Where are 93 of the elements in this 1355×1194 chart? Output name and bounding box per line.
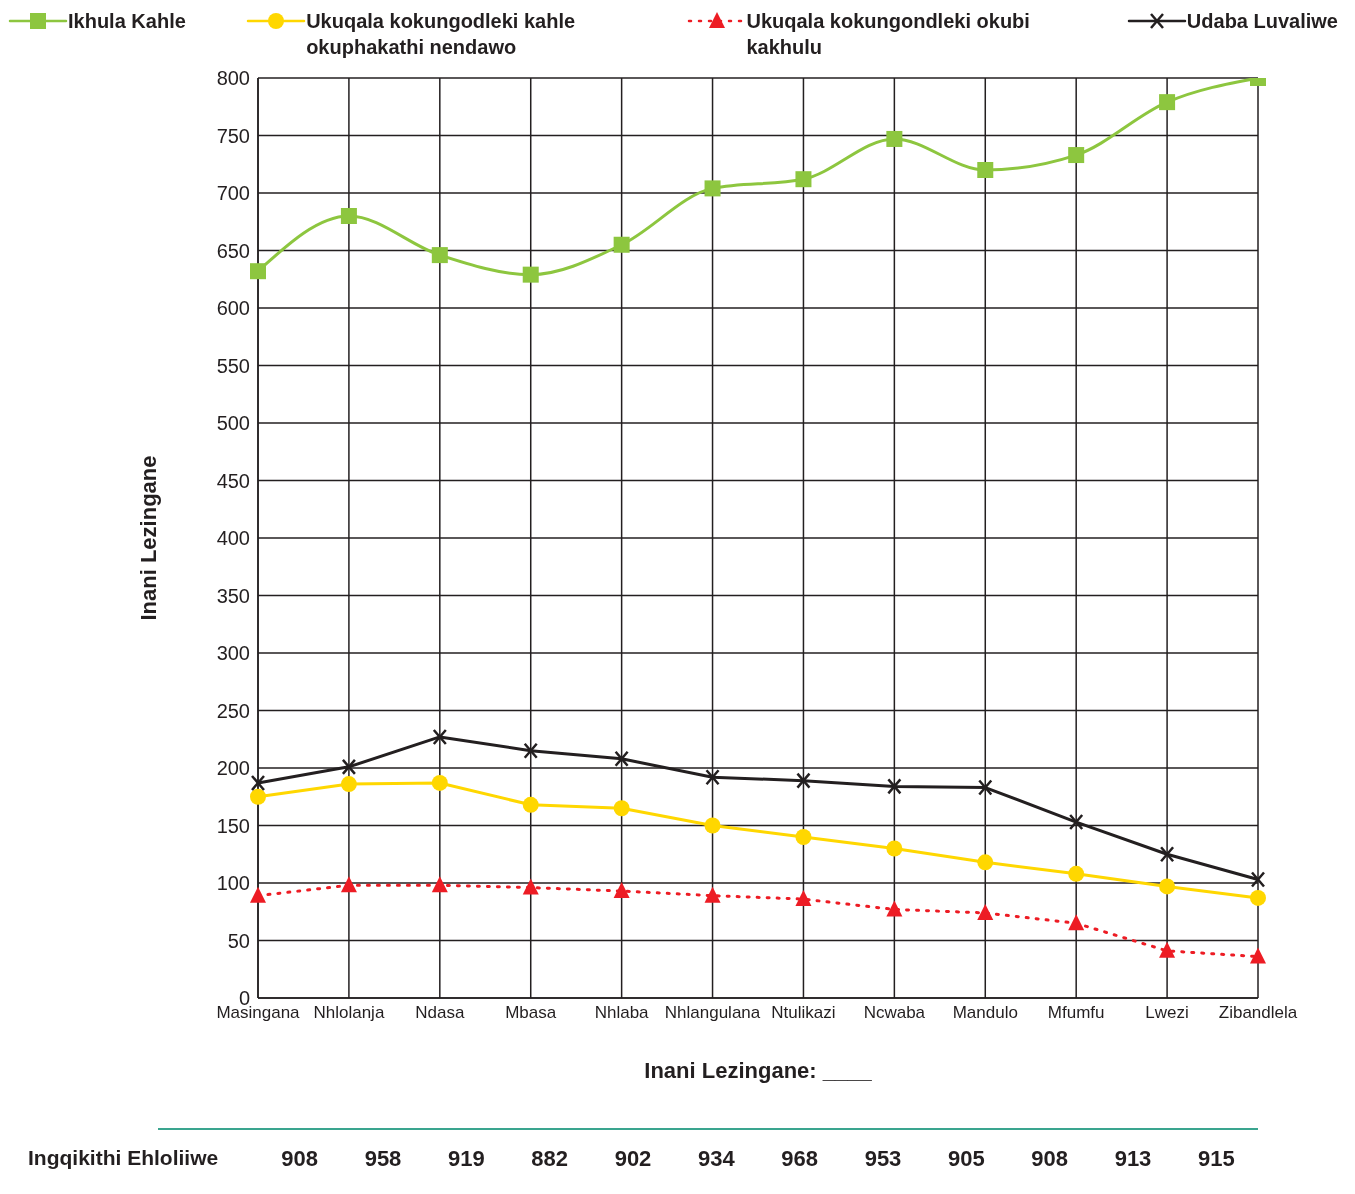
legend-label: Udaba Luvaliwe bbox=[1186, 9, 1338, 34]
point bbox=[886, 900, 903, 917]
point bbox=[431, 876, 448, 893]
x-tick-label: Ncwaba bbox=[863, 1003, 926, 1023]
point bbox=[340, 208, 357, 224]
point bbox=[795, 890, 812, 907]
point bbox=[431, 774, 448, 791]
point bbox=[250, 774, 266, 792]
x-tick-label: Mbasa bbox=[505, 1003, 557, 1023]
y-tick-label: 650 bbox=[216, 239, 250, 262]
point bbox=[1250, 947, 1266, 964]
text: Ingqikithi Ehloliiwe bbox=[28, 1146, 219, 1170]
point bbox=[1159, 846, 1175, 863]
point bbox=[614, 750, 629, 768]
point bbox=[613, 236, 630, 253]
point bbox=[340, 776, 357, 793]
point bbox=[1159, 94, 1176, 111]
text: 919 bbox=[446, 1146, 486, 1172]
y-tick-label: 800 bbox=[216, 67, 250, 90]
point bbox=[431, 247, 448, 264]
point bbox=[523, 742, 538, 759]
text: 915 bbox=[1196, 1146, 1236, 1172]
point bbox=[1159, 941, 1176, 958]
point bbox=[795, 171, 812, 188]
point bbox=[432, 728, 448, 746]
y-tick-label: 750 bbox=[216, 124, 250, 147]
point bbox=[887, 778, 902, 795]
y-tick-label: 150 bbox=[216, 814, 250, 837]
point bbox=[978, 779, 993, 796]
point bbox=[522, 796, 539, 813]
point bbox=[522, 266, 539, 283]
y-tick-label: 500 bbox=[216, 412, 250, 435]
x-tick-label: Ntulikazi bbox=[771, 1003, 836, 1023]
point bbox=[250, 263, 266, 280]
point bbox=[704, 817, 721, 834]
point bbox=[886, 840, 903, 857]
y-tick-label: 50 bbox=[227, 929, 250, 952]
x-tick-label: Nhlolanja bbox=[313, 1003, 385, 1023]
legend-label: Ukuqala kokungondleki okubi kakhulu bbox=[746, 9, 1031, 60]
x-tick-label: Ndasa bbox=[415, 1003, 465, 1023]
x-tick-label: Nhlaba bbox=[594, 1003, 650, 1023]
point bbox=[341, 758, 357, 776]
x-tick-label: Zibandlela bbox=[1218, 1003, 1298, 1023]
point bbox=[1068, 914, 1085, 931]
y-tick-label: 200 bbox=[216, 757, 250, 780]
point bbox=[886, 130, 903, 147]
text: 908 bbox=[1030, 1146, 1069, 1172]
point bbox=[977, 162, 994, 178]
point bbox=[1159, 878, 1176, 895]
text: 902 bbox=[613, 1146, 653, 1172]
point bbox=[704, 180, 721, 197]
y-tick-label: 450 bbox=[216, 469, 250, 492]
text: 913 bbox=[1113, 1146, 1153, 1172]
point bbox=[613, 882, 630, 899]
point bbox=[795, 829, 812, 845]
x-tick-label: Nhlangulana bbox=[664, 1003, 761, 1023]
text: 908 bbox=[280, 1146, 319, 1172]
point bbox=[1068, 865, 1085, 882]
y-tick-label: 600 bbox=[216, 297, 250, 320]
y-axis-title: Inani Lezingane bbox=[135, 455, 161, 621]
point bbox=[250, 886, 266, 903]
x-axis-title: Inani Lezingane: ____ bbox=[644, 1058, 873, 1083]
y-tick-label: 300 bbox=[216, 642, 250, 665]
legend-label: Ukuqala kokungodleki kahle okuphakathi nendawo bbox=[306, 9, 577, 60]
text: 958 bbox=[363, 1146, 403, 1172]
point bbox=[1250, 871, 1266, 888]
point bbox=[1250, 889, 1266, 906]
y-tick-label: 550 bbox=[216, 354, 250, 377]
point bbox=[705, 768, 720, 786]
text: 934 bbox=[696, 1146, 736, 1172]
point bbox=[613, 800, 630, 817]
x-tick-label: Mfumfu bbox=[1047, 1003, 1105, 1023]
legend-label: Ikhula Kahle bbox=[68, 9, 186, 34]
y-tick-label: 400 bbox=[216, 527, 250, 550]
point bbox=[1068, 147, 1085, 164]
y-tick-label: 350 bbox=[216, 584, 250, 607]
point bbox=[340, 876, 357, 893]
point bbox=[522, 878, 539, 895]
point bbox=[1068, 813, 1084, 831]
text: 882 bbox=[530, 1146, 569, 1172]
text: 905 bbox=[946, 1146, 986, 1172]
y-tick-label: 250 bbox=[216, 699, 250, 722]
text: 968 bbox=[780, 1146, 819, 1172]
x-tick-label: Mandulo bbox=[952, 1003, 1018, 1023]
y-tick-label: 100 bbox=[216, 872, 250, 895]
point bbox=[704, 886, 721, 903]
point bbox=[977, 854, 994, 871]
point bbox=[796, 772, 811, 789]
y-tick-label: 700 bbox=[216, 182, 250, 205]
x-tick-label: Lwezi bbox=[1145, 1003, 1189, 1023]
point bbox=[977, 903, 994, 920]
text: 953 bbox=[863, 1146, 903, 1172]
point bbox=[250, 788, 266, 805]
